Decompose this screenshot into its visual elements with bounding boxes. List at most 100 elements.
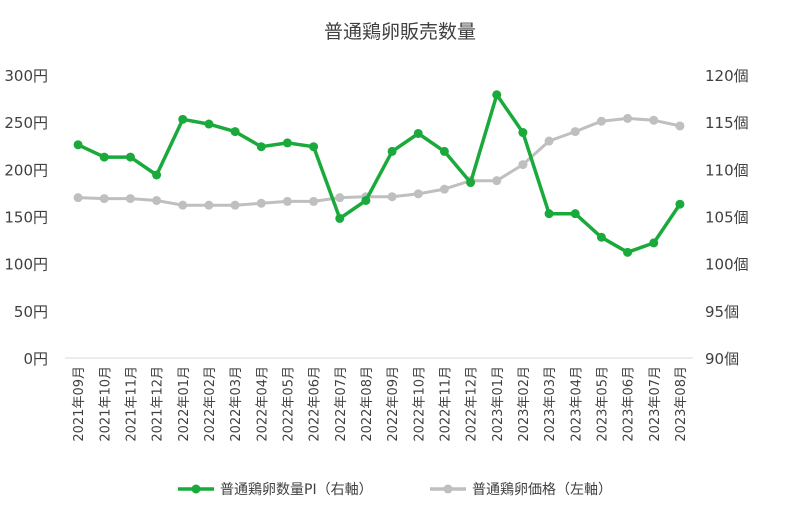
y-right-tick-label: 90個 — [705, 350, 739, 368]
y-left-tick-label: 100円 — [4, 256, 48, 274]
x-tick-label: 2022年01月 — [177, 366, 192, 442]
data-point — [335, 193, 345, 203]
data-point — [73, 193, 83, 203]
data-point — [282, 196, 292, 206]
legend-swatch-marker — [443, 484, 453, 494]
data-point — [623, 247, 633, 257]
x-tick-label: 2022年11月 — [438, 366, 453, 442]
data-point — [178, 114, 188, 124]
data-point — [675, 199, 685, 209]
axes: 0円 50円 100円 150円 200円 250円 300円 90個 95個 100個 105個 1… — [4, 67, 748, 442]
data-point — [230, 127, 240, 137]
data-point — [178, 200, 188, 210]
series-line — [76, 116, 682, 207]
series-line — [76, 93, 682, 255]
y-right-tick-label: 95個 — [705, 303, 739, 321]
legend: 普通鶏卵数量PI（右軸） 普通鶏卵価格（左軸） — [178, 482, 612, 498]
legend-label: 普通鶏卵数量PI（右軸） — [220, 482, 373, 498]
data-point — [466, 178, 476, 188]
data-point — [570, 127, 580, 137]
x-tick-label: 2023年01月 — [491, 366, 506, 442]
data-point — [230, 200, 240, 210]
x-tick-label: 2023年03月 — [543, 366, 558, 442]
x-tick-label: 2023年08月 — [674, 366, 689, 442]
y-left-tick-label: 0円 — [23, 350, 48, 368]
series-quantity-pi — [73, 90, 685, 257]
x-tick-label: 2023年07月 — [648, 366, 663, 442]
y-left-tick-label: 250円 — [4, 114, 48, 132]
legend-item: 普通鶏卵価格（左軸） — [430, 482, 612, 498]
data-point — [152, 195, 162, 205]
data-point — [439, 184, 449, 194]
y-right-tick-label: 100個 — [705, 256, 749, 274]
x-tick-label: 2022年02月 — [203, 366, 218, 442]
data-point — [492, 176, 502, 186]
series-layer — [73, 90, 685, 257]
x-tick-label: 2022年09月 — [386, 366, 401, 442]
data-point — [204, 200, 214, 210]
x-tick-label: 2023年02月 — [517, 366, 532, 442]
x-tick-label: 2022年10月 — [412, 366, 427, 442]
y-left-tick-label: 50円 — [14, 303, 48, 321]
data-point — [73, 140, 83, 150]
data-point — [649, 115, 659, 125]
data-point — [309, 196, 319, 206]
x-tick-label: 2021年09月 — [72, 366, 87, 442]
legend-label: 普通鶏卵価格（左軸） — [472, 482, 612, 498]
data-point — [387, 146, 397, 156]
data-point — [596, 232, 606, 242]
x-tick-label: 2021年10月 — [98, 366, 113, 442]
data-point — [492, 90, 502, 100]
y-right-tick-label: 110個 — [705, 161, 749, 179]
x-tick-label: 2023年06月 — [622, 366, 637, 442]
data-point — [518, 160, 528, 170]
x-tick-label: 2022年08月 — [360, 366, 375, 442]
x-tick-label: 2021年11月 — [124, 366, 139, 442]
x-tick-label: 2022年04月 — [255, 366, 270, 442]
y-left-tick-label: 150円 — [4, 209, 48, 227]
data-point — [544, 209, 554, 219]
y-right-tick-label: 120個 — [705, 67, 749, 85]
data-point — [675, 121, 685, 131]
y-right-tick-label: 115個 — [705, 114, 749, 132]
x-tick-label: 2022年03月 — [229, 366, 244, 442]
x-tick-label: 2021年12月 — [151, 366, 166, 442]
data-point — [413, 189, 423, 199]
data-point — [596, 116, 606, 126]
data-point — [387, 192, 397, 202]
x-tick-label: 2023年05月 — [595, 366, 610, 442]
x-tick-label: 2023年04月 — [569, 366, 584, 442]
data-point — [570, 209, 580, 219]
y-left-tick-label: 300円 — [4, 67, 48, 85]
data-point — [335, 213, 345, 223]
data-point — [544, 136, 554, 146]
data-point — [99, 152, 109, 162]
data-point — [518, 128, 528, 138]
y-right-tick-label: 105個 — [705, 209, 749, 227]
data-point — [309, 142, 319, 152]
data-point — [256, 142, 266, 152]
data-point — [204, 119, 214, 129]
series-price — [73, 113, 685, 210]
data-point — [649, 238, 659, 248]
data-point — [125, 152, 135, 162]
legend-item: 普通鶏卵数量PI（右軸） — [178, 482, 373, 498]
data-point — [256, 198, 266, 208]
data-point — [361, 195, 371, 205]
x-tick-label: 2022年12月 — [465, 366, 480, 442]
x-tick-label: 2022年05月 — [281, 366, 296, 442]
data-point — [282, 138, 292, 148]
y-left-tick-label: 200円 — [4, 161, 48, 179]
chart-title: 普通鶏卵販売数量 — [324, 21, 476, 43]
data-point — [152, 170, 162, 180]
x-tick-label: 2022年06月 — [308, 366, 323, 442]
data-point — [125, 194, 135, 204]
data-point — [439, 146, 449, 156]
legend-swatch-marker — [191, 484, 201, 494]
x-tick-label: 2022年07月 — [334, 366, 349, 442]
data-point — [413, 128, 423, 138]
data-point — [623, 113, 633, 123]
data-point — [99, 194, 109, 204]
